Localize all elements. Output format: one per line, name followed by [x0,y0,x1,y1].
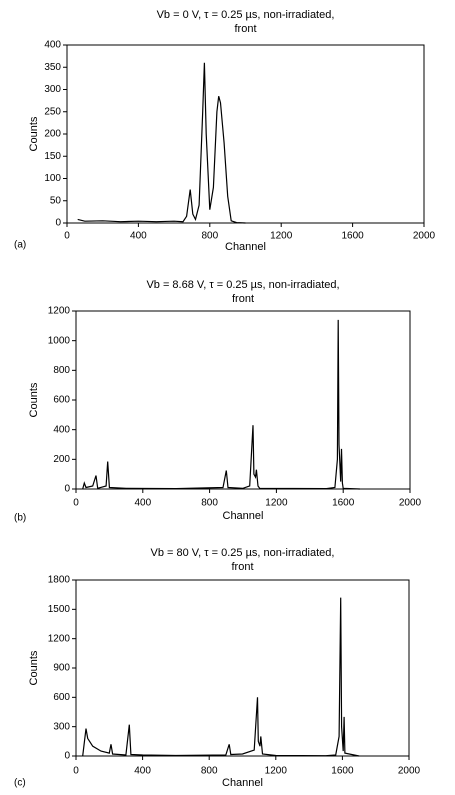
y-axis-title: Counts [28,650,40,685]
x-tick-label: 400 [130,231,147,242]
x-tick-label: 2000 [413,231,436,242]
y-tick-label: 1200 [48,306,71,317]
y-axis-title: Counts [28,116,40,151]
y-axis-title: Counts [28,382,40,417]
spectrum-line [82,319,360,490]
chart-title: Vb = 80 V, τ = 0.25 µs, non-irradiated, [151,547,335,559]
y-tick-label: 200 [53,454,70,465]
x-tick-label: 1200 [265,498,288,509]
x-tick-label: 0 [64,231,70,242]
chart-title: front [232,293,254,305]
y-tick-label: 1500 [48,604,71,615]
chart-title: front [234,23,256,35]
x-tick-label: 0 [73,498,79,509]
y-tick-label: 150 [44,151,61,162]
y-tick-label: 900 [53,663,70,674]
y-tick-label: 1200 [48,633,71,644]
x-tick-label: 400 [134,498,151,509]
y-tick-label: 800 [53,365,70,376]
x-axis-title: Channel [222,777,263,789]
y-tick-label: 300 [44,84,61,95]
x-axis-title: Channel [223,510,264,522]
y-tick-label: 100 [44,173,61,184]
x-axis-title: Channel [225,241,266,253]
y-tick-label: 0 [64,751,70,762]
panel-label: (c) [14,778,26,789]
y-tick-label: 400 [53,424,70,435]
x-tick-label: 1600 [341,231,364,242]
y-tick-label: 350 [44,62,61,73]
x-tick-label: 1600 [331,766,354,777]
y-tick-label: 1000 [48,335,71,346]
chart-title: front [231,561,253,573]
y-tick-label: 200 [44,129,61,140]
panel-label: (a) [14,240,26,251]
y-tick-label: 600 [53,395,70,406]
y-tick-label: 50 [50,195,62,206]
panel-label: (b) [14,513,26,524]
y-tick-label: 400 [44,40,61,51]
y-tick-label: 0 [55,218,61,229]
y-tick-label: 0 [64,484,70,495]
x-tick-label: 400 [134,766,151,777]
plot-frame [66,44,425,224]
spectrum-line [82,597,360,757]
x-tick-label: 0 [73,766,79,777]
plot-frame [75,579,410,757]
x-tick-label: 800 [201,766,218,777]
x-tick-label: 2000 [399,498,422,509]
y-tick-label: 300 [53,721,70,732]
x-tick-label: 800 [201,231,218,242]
y-tick-label: 600 [53,692,70,703]
plot-frame [75,310,411,490]
y-tick-label: 250 [44,106,61,117]
chart-title: Vb = 8.68 V, τ = 0.25 µs, non-irradiated… [146,279,339,291]
x-tick-label: 2000 [398,766,421,777]
x-tick-label: 1600 [332,498,355,509]
chart-title: Vb = 0 V, τ = 0.25 µs, non-irradiated, [157,9,335,21]
x-tick-label: 1200 [265,766,288,777]
y-tick-label: 1800 [48,575,71,586]
x-tick-label: 800 [201,498,218,509]
spectrum-line [77,62,246,224]
x-tick-label: 1200 [270,231,293,242]
